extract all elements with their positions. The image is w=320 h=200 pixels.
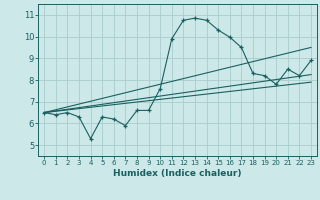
X-axis label: Humidex (Indice chaleur): Humidex (Indice chaleur): [113, 169, 242, 178]
